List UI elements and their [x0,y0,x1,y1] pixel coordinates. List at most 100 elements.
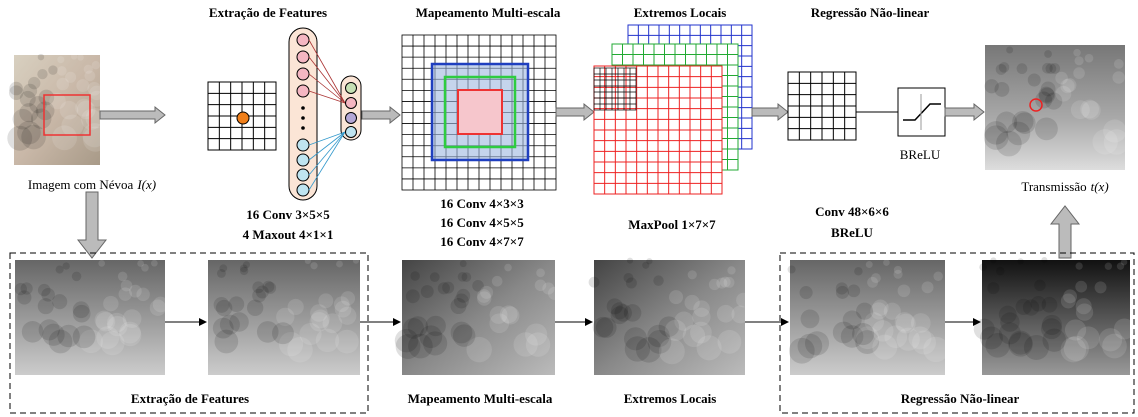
image-texture [984,125,1009,150]
image-texture [477,291,491,305]
label-text: Imagem com Névoa [28,177,134,192]
image-texture [1117,262,1124,269]
image-texture [990,257,996,263]
label-text: Transmissão [1021,179,1086,194]
image-texture [624,327,647,350]
image-texture [71,53,77,59]
image-texture [788,265,796,273]
image-texture [724,277,735,288]
image-texture [85,70,96,81]
image-texture [987,282,999,294]
image-texture [933,271,943,281]
image-texture [403,318,424,339]
image-texture [1076,298,1092,314]
image-texture [736,293,751,308]
image-texture [898,284,911,297]
image-texture [1112,71,1124,83]
neuron [346,98,357,109]
image-texture [23,84,37,98]
ellipsis-dot [301,116,305,120]
image-texture [121,280,133,292]
image-texture [589,277,600,288]
image-texture [1114,59,1124,69]
neuron [297,85,309,97]
image-texture [870,302,887,319]
image-texture [871,273,881,283]
arrow-up [1051,206,1079,258]
image-texture [22,321,44,343]
image-texture [593,317,614,338]
image-texture [1044,50,1052,58]
image-texture [41,288,55,302]
ellipsis-dot [301,126,305,130]
image-texture [1064,336,1089,361]
bottom-label: Extração de Features [131,391,249,406]
image-texture [56,266,64,274]
image-texture [1041,257,1047,263]
arrow [752,104,788,120]
image-texture [653,275,663,285]
image-texture [1035,117,1058,140]
image-texture [626,278,637,289]
param: 16 Conv 3×5×5 [246,207,330,222]
neuron [297,184,309,196]
image-texture [847,284,860,297]
image-texture [336,261,343,268]
image-texture [151,260,158,267]
neuron [297,169,309,181]
neuron [297,139,309,151]
image-texture [83,127,108,152]
neuron [297,51,309,63]
image-texture [57,56,64,63]
neuron [297,34,309,46]
image-texture [430,272,440,282]
stage-title: Regressão Não-linear [811,5,930,20]
bottom-label: Extremos Locais [624,391,717,406]
image-texture [1042,315,1062,335]
image-texture [460,260,467,267]
image-texture [985,79,999,93]
image-texture [1046,63,1057,74]
image-texture [642,262,649,269]
image-texture [334,296,350,312]
image-texture [310,312,329,331]
image-texture [1023,299,1039,315]
image-texture [922,281,934,293]
image-texture [1075,262,1082,269]
image-texture [1034,280,1046,292]
image-texture [801,309,820,328]
image-texture [896,314,916,334]
param: Conv 48×6×6 [815,204,889,219]
layout [7,25,1135,413]
image-texture [48,65,57,74]
image-texture [73,326,96,349]
image-texture [1075,281,1087,293]
diagram: Extração de Features Mapeamento Multi-es… [0,0,1138,417]
stage-title: Extração de Features [209,5,327,20]
image-texture [504,264,512,272]
image-texture [614,304,632,322]
image-texture [1099,328,1122,351]
neuron [346,113,357,124]
stage-title: Mapeamento Multi-escala [416,5,561,20]
image-texture [1063,289,1077,303]
image-texture [536,268,545,277]
image-texture [693,300,710,317]
image-texture [852,323,874,345]
image-texture [21,125,46,150]
image-texture [1073,49,1081,57]
neuron [346,127,357,138]
scale-3 [458,90,502,134]
image-texture [727,266,735,274]
image [15,260,165,375]
bottom-label: Mapeamento Multi-escala [408,391,553,406]
image-texture [98,260,105,267]
param: 16 Conv 4×7×7 [440,234,524,249]
image-texture [627,258,633,264]
image-texture [1073,67,1085,79]
image-texture [999,62,1009,72]
image-texture [1017,258,1023,264]
image-texture [665,320,686,341]
image-texture [1028,74,1041,87]
